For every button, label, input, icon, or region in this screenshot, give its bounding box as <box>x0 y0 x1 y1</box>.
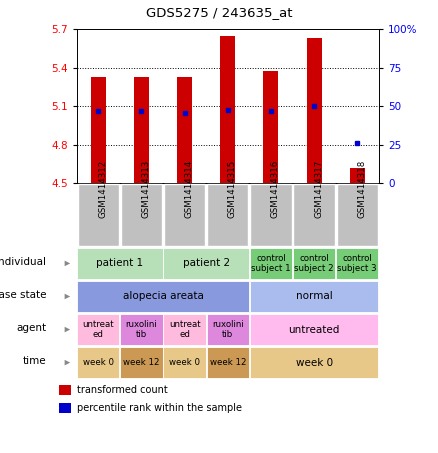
Bar <box>77 248 162 279</box>
Bar <box>177 77 192 183</box>
Bar <box>164 184 205 246</box>
Bar <box>59 403 71 413</box>
Text: control
subject 2: control subject 2 <box>294 254 334 273</box>
Bar <box>207 347 249 378</box>
Bar <box>121 184 162 246</box>
Bar <box>120 314 162 345</box>
Bar <box>207 184 248 246</box>
Bar <box>293 184 335 246</box>
Bar <box>77 347 120 378</box>
Bar <box>91 77 106 183</box>
Text: patient 1: patient 1 <box>96 258 143 269</box>
Bar <box>250 184 292 246</box>
Bar <box>250 281 378 312</box>
Text: GSM1414318: GSM1414318 <box>357 159 366 217</box>
Bar <box>77 281 249 312</box>
Text: week 0: week 0 <box>169 358 200 367</box>
Text: untreat
ed: untreat ed <box>82 320 114 339</box>
Text: GSM1414315: GSM1414315 <box>228 159 237 217</box>
Bar <box>163 314 206 345</box>
Text: alopecia areata: alopecia areata <box>123 291 203 302</box>
Text: GSM1414314: GSM1414314 <box>184 159 194 217</box>
Bar <box>263 71 279 183</box>
Text: disease state: disease state <box>0 290 46 300</box>
Bar <box>163 347 206 378</box>
Text: GSM1414317: GSM1414317 <box>314 159 323 217</box>
Text: normal: normal <box>296 291 332 302</box>
Bar <box>59 385 71 395</box>
Bar <box>77 314 120 345</box>
Text: week 0: week 0 <box>83 358 114 367</box>
Text: week 0: week 0 <box>296 357 333 368</box>
Bar <box>78 184 119 246</box>
Text: percentile rank within the sample: percentile rank within the sample <box>77 403 242 413</box>
Bar <box>250 248 292 279</box>
Text: GSM1414316: GSM1414316 <box>271 159 280 217</box>
Bar <box>120 347 162 378</box>
Text: individual: individual <box>0 257 46 267</box>
Text: ruxolini
tib: ruxolini tib <box>212 320 244 339</box>
Text: GSM1414312: GSM1414312 <box>98 159 107 217</box>
Text: week 12: week 12 <box>123 358 160 367</box>
Bar <box>293 248 335 279</box>
Text: untreat
ed: untreat ed <box>169 320 201 339</box>
Text: patient 2: patient 2 <box>183 258 230 269</box>
Bar <box>250 347 378 378</box>
Text: week 12: week 12 <box>209 358 246 367</box>
Text: ruxolini
tib: ruxolini tib <box>126 320 157 339</box>
Bar <box>336 184 378 246</box>
Bar <box>134 77 149 183</box>
Bar <box>307 39 321 183</box>
Bar <box>220 36 235 183</box>
Text: agent: agent <box>16 323 46 333</box>
Bar <box>250 314 378 345</box>
Text: time: time <box>22 357 46 366</box>
Bar <box>350 168 365 183</box>
Text: control
subject 3: control subject 3 <box>337 254 377 273</box>
Text: untreated: untreated <box>288 324 340 335</box>
Bar <box>207 314 249 345</box>
Text: transformed count: transformed count <box>77 385 168 395</box>
Bar <box>336 248 378 279</box>
Text: control
subject 1: control subject 1 <box>251 254 291 273</box>
Text: GDS5275 / 243635_at: GDS5275 / 243635_at <box>146 6 292 19</box>
Bar <box>163 248 249 279</box>
Text: GSM1414313: GSM1414313 <box>141 159 150 217</box>
